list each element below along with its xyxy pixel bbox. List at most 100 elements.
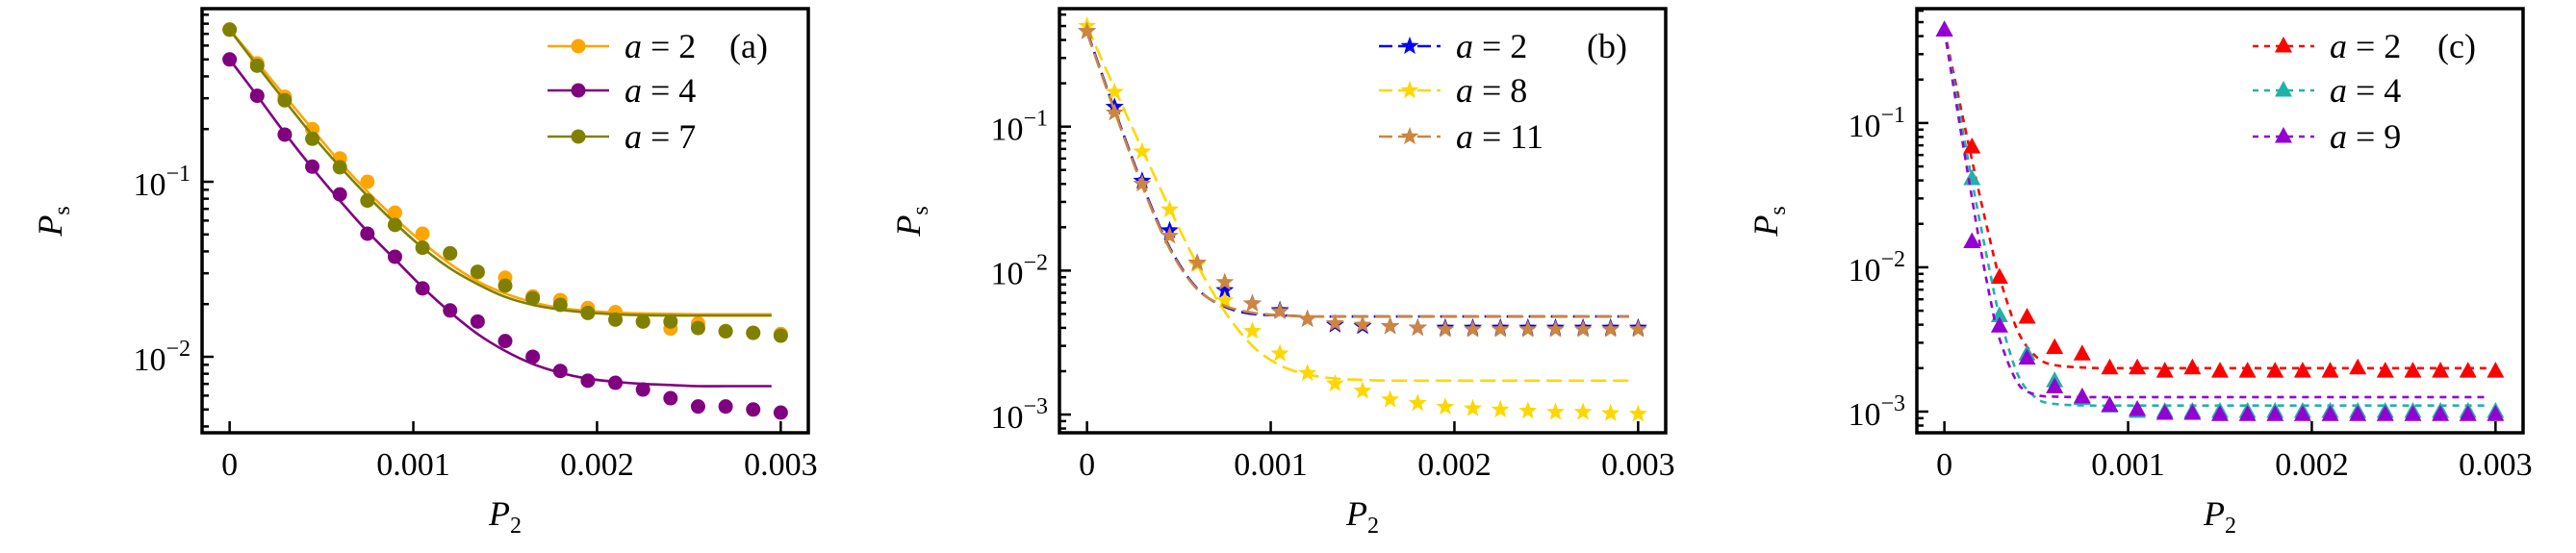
data-point [690,399,705,415]
data-point [387,217,402,233]
panel-tag: (a) [729,27,768,65]
data-point [1573,319,1593,338]
data-point [1298,364,1317,381]
data-point [1242,321,1262,339]
data-point [1464,398,1483,416]
data-point [1408,317,1427,336]
fit-line [1943,29,2487,370]
legend-label: a = 11 [1456,117,1543,156]
data-point [2073,344,2091,361]
legend-marker [1400,81,1419,99]
data-point [690,320,705,336]
y-axis-label: Ps [889,206,933,237]
data-point [2101,358,2119,375]
data-point [332,160,347,175]
x-tick-label: 0.002 [560,447,634,483]
data-point [2155,362,2174,378]
x-tick-label: 0 [1079,447,1095,483]
data-point [580,373,596,389]
data-point [497,278,513,293]
legend-label: a = 7 [625,117,696,156]
legend-label: a = 2 [625,27,696,65]
fit-line [228,29,772,317]
data-point [1105,82,1124,100]
data-point [1242,293,1262,312]
fit-line [1943,29,2487,408]
x-tick-label: 0.001 [1234,447,1308,483]
data-point [2349,358,2367,375]
data-point [2101,395,2119,413]
data-point [2018,348,2036,365]
y-axis-label: Ps [1747,206,1791,237]
panel-tag: (c) [2437,27,2476,65]
data-point [2376,362,2394,378]
data-point [1963,232,1981,249]
data-point [305,131,320,146]
y-tick-label: 10−2 [133,337,191,378]
data-point [2238,405,2257,421]
data-point [497,334,513,349]
data-point [1215,290,1235,309]
data-point [1601,319,1620,338]
data-point [1963,168,1981,186]
data-point [1381,316,1400,335]
y-tick-label: 10−3 [990,394,1048,436]
data-point [1105,103,1124,121]
data-point [2321,405,2339,421]
x-tick-label: 0 [221,447,238,483]
series-a2 [222,22,788,341]
data-point [249,88,265,104]
data-point [525,290,541,306]
data-point [1573,402,1593,420]
data-point [2129,400,2147,416]
series-a11 [1078,21,1647,338]
data-point [415,240,430,256]
data-point [222,22,238,38]
data-point [249,58,265,73]
data-point [415,281,430,296]
panel-tag: (b) [1587,27,1627,65]
data-point [1353,381,1372,399]
data-point [1133,141,1152,160]
series-a9 [1935,20,2505,421]
data-point [773,328,788,343]
data-point [2211,362,2229,378]
data-point [443,303,458,318]
y-tick-label: 10−2 [1848,247,1905,289]
data-point [305,159,320,174]
x-tick-label: 0.001 [376,447,450,483]
legend-item: a = 2 [2253,27,2401,65]
data-point [1601,403,1620,421]
data-point [1078,21,1097,39]
data-point [277,92,293,108]
x-tick-label: 0 [1936,447,1952,483]
x-axis-label: P2 [1345,494,1379,539]
legend-label: a = 4 [2330,71,2401,110]
data-point [2349,405,2367,421]
series-a8 [1078,16,1647,422]
series-a2 [1078,21,1647,336]
data-point [2293,362,2311,378]
data-point [608,312,624,327]
legend-label: a = 2 [2330,27,2401,65]
data-point [360,226,375,241]
y-tick-label: 10−1 [990,107,1048,148]
legend: a = 2 a = 4 a = 7 [548,27,696,156]
data-point [2321,362,2339,378]
data-point [1215,280,1235,298]
legend-marker [1400,127,1419,145]
legend-marker [571,129,586,144]
data-point [387,205,402,220]
legend-marker [1400,37,1419,55]
data-point [746,325,761,340]
data-point [415,226,430,241]
legend-item: a = 2 [548,27,696,65]
x-tick-label: 0.002 [2275,447,2349,483]
data-point [1963,138,1981,154]
data-point [2404,362,2422,378]
data-point [1160,226,1180,244]
data-point [2376,405,2394,421]
plot-frame [200,7,810,435]
legend-item: a = 4 [2253,71,2401,110]
